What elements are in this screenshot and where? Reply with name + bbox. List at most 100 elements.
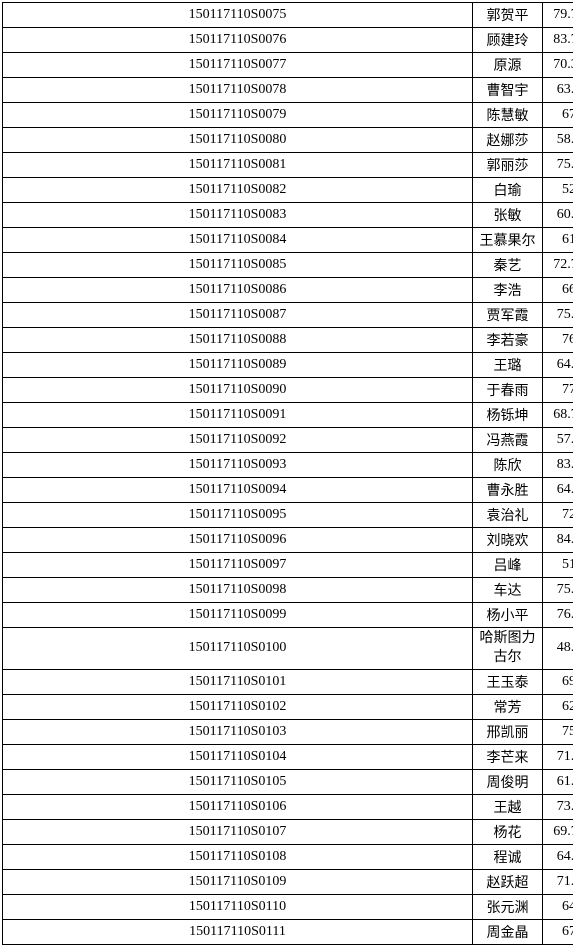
cell-name: 哈斯图力古尔 [473,628,543,670]
cell-id: 150117110S0083 [3,203,473,228]
cell-score: 57.5 [543,428,573,453]
cell-name: 张敏 [473,203,543,228]
cell-id: 150117110S0084 [3,228,473,253]
table-row: 150117110S0099杨小平76.5 [3,603,573,628]
cell-score: 58.5 [543,128,573,153]
cell-name: 曹智宇 [473,78,543,103]
table-row: 150117110S0106王越73.5 [3,795,573,820]
table-row: 150117110S0105周俊明61.8 [3,770,573,795]
cell-id: 150117110S0095 [3,503,473,528]
cell-score: 68.75 [543,403,573,428]
cell-score: 83.5 [543,453,573,478]
cell-id: 150117110S0108 [3,845,473,870]
cell-name: 于春雨 [473,378,543,403]
table-row: 150117110S0096刘晓欢84.5 [3,528,573,553]
cell-name: 杨花 [473,820,543,845]
table-row: 150117110S0080赵娜莎58.5 [3,128,573,153]
cell-name: 赵娜莎 [473,128,543,153]
cell-id: 150117110S0101 [3,670,473,695]
cell-name: 郭贺平 [473,3,543,28]
cell-name: 李浩 [473,278,543,303]
cell-id: 150117110S0110 [3,895,473,920]
cell-name: 杨小平 [473,603,543,628]
cell-score: 75.5 [543,578,573,603]
cell-id: 150117110S0102 [3,695,473,720]
table-row: 150117110S0079陈慧敏67 [3,103,573,128]
cell-score: 64 [543,895,573,920]
cell-name: 王越 [473,795,543,820]
table-row: 150117110S0109赵跃超71.5 [3,870,573,895]
table-row: 150117110S0097吕峰51 [3,553,573,578]
cell-name: 吕峰 [473,553,543,578]
cell-name: 车达 [473,578,543,603]
cell-id: 150117110S0096 [3,528,473,553]
cell-score: 62 [543,695,573,720]
cell-score: 61 [543,228,573,253]
cell-score: 48.5 [543,628,573,670]
cell-name: 王璐 [473,353,543,378]
cell-name: 贾军霞 [473,303,543,328]
table-row: 150117110S0108程诚64.5 [3,845,573,870]
table-row: 150117110S0111周金晶67 [3,920,573,945]
table-row: 150117110S0091杨铄坤68.75 [3,403,573,428]
table-row: 150117110S0076顾建玲83.75 [3,28,573,53]
cell-name: 王慕果尔 [473,228,543,253]
table-row: 150117110S0101王玉泰69 [3,670,573,695]
cell-id: 150117110S0082 [3,178,473,203]
cell-name: 白瑜 [473,178,543,203]
cell-score: 69 [543,670,573,695]
table-row: 150117110S0110张元渊64 [3,895,573,920]
table-row: 150117110S0094曹永胜64.5 [3,478,573,503]
cell-id: 150117110S0081 [3,153,473,178]
table-row: 150117110S0075郭贺平79.75 [3,3,573,28]
cell-name: 刘晓欢 [473,528,543,553]
cell-name: 冯燕霞 [473,428,543,453]
cell-id: 150117110S0088 [3,328,473,353]
cell-score: 73.5 [543,795,573,820]
cell-name: 李芒来 [473,745,543,770]
cell-name: 陈欣 [473,453,543,478]
cell-id: 150117110S0085 [3,253,473,278]
cell-id: 150117110S0097 [3,553,473,578]
cell-score: 64.5 [543,353,573,378]
cell-score: 72 [543,503,573,528]
cell-id: 150117110S0079 [3,103,473,128]
cell-id: 150117110S0092 [3,428,473,453]
cell-name: 常芳 [473,695,543,720]
table-row: 150117110S0103邢凯丽75 [3,720,573,745]
table-row: 150117110S0095袁治礼72 [3,503,573,528]
table-row: 150117110S0092冯燕霞57.5 [3,428,573,453]
cell-id: 150117110S0104 [3,745,473,770]
cell-score: 71.5 [543,745,573,770]
cell-score: 76 [543,328,573,353]
cell-id: 150117110S0077 [3,53,473,78]
cell-score: 64.5 [543,845,573,870]
cell-score: 66 [543,278,573,303]
cell-id: 150117110S0111 [3,920,473,945]
cell-id: 150117110S0099 [3,603,473,628]
cell-name: 张元渊 [473,895,543,920]
table-row: 150117110S0090于春雨77 [3,378,573,403]
cell-score: 76.5 [543,603,573,628]
cell-score: 75.8 [543,303,573,328]
table-row: 150117110S0100哈斯图力古尔48.5 [3,628,573,670]
cell-score: 60.5 [543,203,573,228]
cell-name: 周金晶 [473,920,543,945]
cell-score: 63.5 [543,78,573,103]
cell-id: 150117110S0093 [3,453,473,478]
cell-name: 周俊明 [473,770,543,795]
table-row: 150117110S0085秦艺72.75 [3,253,573,278]
table-row: 150117110S0077原源70.35 [3,53,573,78]
cell-score: 52 [543,178,573,203]
cell-name: 赵跃超 [473,870,543,895]
table-body: 150117110S0075郭贺平79.75150117110S0076顾建玲8… [3,3,573,945]
cell-name: 秦艺 [473,253,543,278]
table-row: 150117110S0093陈欣83.5 [3,453,573,478]
cell-score: 67 [543,920,573,945]
cell-score: 83.75 [543,28,573,53]
cell-name: 李若豪 [473,328,543,353]
cell-score: 75 [543,720,573,745]
cell-id: 150117110S0107 [3,820,473,845]
cell-score: 79.75 [543,3,573,28]
table-row: 150117110S0088李若豪76 [3,328,573,353]
